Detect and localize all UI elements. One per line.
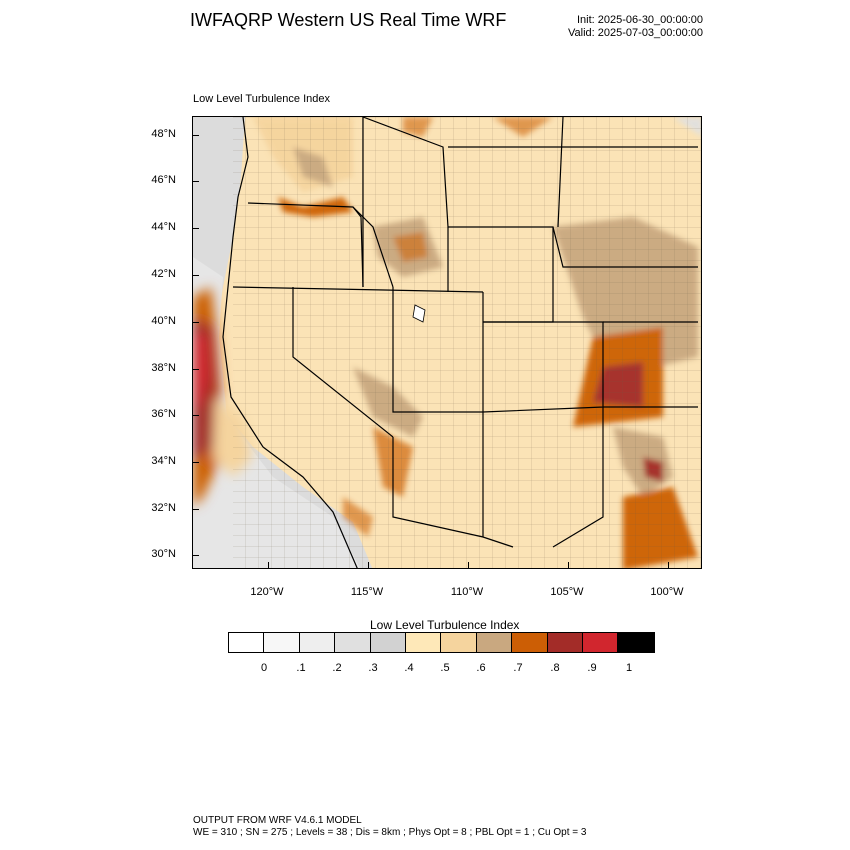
lon-label: 105°W	[550, 586, 584, 598]
lon-label: 110°W	[450, 586, 484, 598]
lat-label: 48°N	[151, 128, 176, 140]
colorbar-label: .6	[476, 662, 486, 674]
colorbar-label: .1	[296, 662, 306, 674]
colorbar-swatch	[476, 633, 513, 652]
colorbar-title: Low Level Turbulence Index	[370, 618, 520, 632]
colorbar-label: .4	[404, 662, 414, 674]
model-info: OUTPUT FROM WRF V4.6.1 MODEL WE = 310 ; …	[193, 815, 586, 839]
colorbar-label: .7	[513, 662, 523, 674]
colorbar-swatch	[229, 633, 265, 652]
lat-label: 46°N	[151, 174, 176, 186]
colorbar-swatch	[547, 633, 583, 652]
valid-time: Valid: 2025-07-03_00:00:00	[568, 27, 703, 39]
colorbar-swatch	[582, 633, 619, 652]
lat-label: 34°N	[151, 455, 176, 467]
turbulence-map	[192, 116, 702, 569]
colorbar-swatch	[299, 633, 336, 652]
colorbar-label: 1	[625, 662, 633, 674]
map-canvas	[193, 117, 701, 568]
page-title: IWFAQRP Western US Real Time WRF	[190, 10, 507, 30]
lon-label: 120°W	[250, 586, 284, 598]
colorbar-label: .8	[550, 662, 560, 674]
colorbar-swatch	[335, 633, 371, 652]
lat-label: 42°N	[151, 268, 176, 280]
lon-label: 115°W	[350, 586, 384, 598]
lat-label: 32°N	[151, 502, 176, 514]
colorbar-label: .5	[440, 662, 450, 674]
lon-label: 100°W	[650, 586, 684, 598]
colorbar-swatch	[405, 633, 442, 652]
run-times: Init: 2025-06-30_00:00:00 Valid: 2025-07…	[568, 14, 703, 40]
panel-label: Low Level Turbulence Index	[193, 93, 330, 105]
model-version: OUTPUT FROM WRF V4.6.1 MODEL	[193, 815, 362, 826]
colorbar-label: .2	[332, 662, 342, 674]
model-config: WE = 310 ; SN = 275 ; Levels = 38 ; Dis …	[193, 827, 587, 838]
lat-label: 38°N	[151, 362, 176, 374]
colorbar-label: .9	[587, 662, 597, 674]
lat-label: 44°N	[151, 221, 176, 233]
init-time: Init: 2025-06-30_00:00:00	[577, 14, 703, 26]
colorbar-label: .3	[368, 662, 378, 674]
colorbar-swatch	[264, 633, 300, 652]
colorbar-swatch	[512, 633, 548, 652]
colorbar-swatch	[618, 633, 654, 652]
lat-label: 30°N	[151, 548, 176, 560]
lat-label: 36°N	[151, 408, 176, 420]
colorbar-swatch	[441, 633, 477, 652]
lat-label: 40°N	[151, 315, 176, 327]
colorbar-label: 0	[260, 662, 268, 674]
colorbar-swatch	[370, 633, 406, 652]
colorbar	[228, 632, 655, 653]
